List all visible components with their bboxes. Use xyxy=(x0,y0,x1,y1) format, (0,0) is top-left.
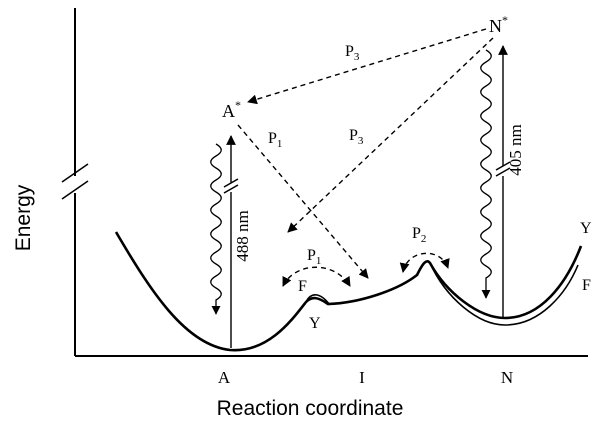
svg-text:P1: P1 xyxy=(307,247,321,267)
label-p1-upper: P1 xyxy=(268,130,282,150)
p3-arrow-to-a-star xyxy=(247,28,487,105)
a-emission-wavy-arrow xyxy=(210,143,222,315)
state-label-a-star: A* xyxy=(222,98,241,121)
energy-curve-y-branch xyxy=(305,294,331,306)
p3-arrow-to-a xyxy=(287,37,494,233)
label-p3-upper: P3 xyxy=(345,43,360,63)
p2-curved-arrow xyxy=(399,252,450,273)
p1-arrow-to-i xyxy=(237,124,369,279)
state-label-a: A xyxy=(218,368,231,387)
svg-text:P3: P3 xyxy=(349,127,364,147)
svg-text:N*: N* xyxy=(489,13,508,36)
y-axis-label: Energy xyxy=(12,184,35,251)
label-p2: P2 xyxy=(412,225,426,245)
state-label-i: I xyxy=(359,368,365,387)
state-label-n: N xyxy=(501,368,513,387)
a-arrow-break-2 xyxy=(223,178,239,188)
wavelength-488: 488 nm xyxy=(233,210,252,261)
y-axis-break-bottom xyxy=(61,180,89,200)
wavelength-405: 405 nm xyxy=(506,124,525,175)
label-y-mid: Y xyxy=(309,315,321,332)
y-axis-break-top xyxy=(61,163,89,183)
label-f-right: F xyxy=(582,277,591,294)
energy-curve-main xyxy=(114,231,583,352)
label-y-right: Y xyxy=(580,220,592,237)
n-arrow-break-1 xyxy=(495,167,511,177)
svg-text:P1: P1 xyxy=(268,130,282,150)
label-p3-lower: P3 xyxy=(349,127,364,147)
label-f-mid: F xyxy=(298,278,307,295)
n-arrow-break-2 xyxy=(495,161,511,171)
state-label-n-star: N* xyxy=(489,13,508,36)
a-arrow-break-1 xyxy=(223,184,239,194)
energy-curve-right-f xyxy=(429,262,579,326)
n-emission-wavy-arrow xyxy=(480,49,492,299)
label-p1-lower: P1 xyxy=(307,247,321,267)
svg-text:A*: A* xyxy=(222,98,241,121)
p1-curved-arrow xyxy=(282,266,351,287)
svg-text:P3: P3 xyxy=(345,43,360,63)
svg-text:P2: P2 xyxy=(412,225,426,245)
x-axis-label: Reaction coordinate xyxy=(217,397,404,420)
